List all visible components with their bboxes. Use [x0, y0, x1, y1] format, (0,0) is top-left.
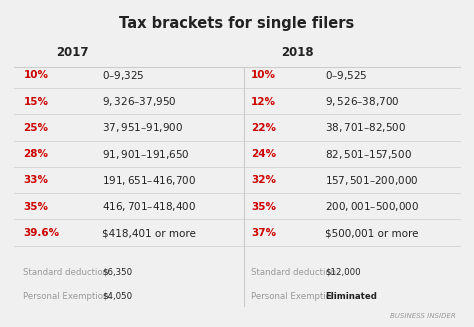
Text: Standard deduction:: Standard deduction: [23, 268, 111, 277]
Text: Eliminated: Eliminated [325, 292, 377, 301]
Text: 39.6%: 39.6% [23, 228, 59, 238]
Text: 2017: 2017 [56, 46, 88, 60]
Text: $12,000: $12,000 [325, 268, 361, 277]
Text: 15%: 15% [23, 97, 48, 107]
Text: $157,501–$200,000: $157,501–$200,000 [325, 174, 419, 187]
Text: $418,401 or more: $418,401 or more [102, 228, 196, 238]
Text: Personal Exemption:: Personal Exemption: [251, 292, 339, 301]
Text: $500,001 or more: $500,001 or more [325, 228, 419, 238]
Text: 25%: 25% [23, 123, 48, 133]
Text: 35%: 35% [251, 202, 276, 212]
Text: 10%: 10% [251, 70, 276, 80]
Text: BUSINESS INSIDER: BUSINESS INSIDER [390, 313, 456, 319]
Text: $9,526–$38,700: $9,526–$38,700 [325, 95, 400, 108]
Text: $37,951–$91,900: $37,951–$91,900 [102, 121, 183, 134]
Text: 2018: 2018 [281, 46, 314, 60]
Text: 33%: 33% [23, 176, 48, 185]
Text: $82,501–$157,500: $82,501–$157,500 [325, 148, 412, 161]
Text: $38,701–$82,500: $38,701–$82,500 [325, 121, 406, 134]
Text: 28%: 28% [23, 149, 48, 159]
Text: $0–$9,525: $0–$9,525 [325, 69, 368, 82]
Text: 35%: 35% [23, 202, 48, 212]
Text: 32%: 32% [251, 176, 276, 185]
Text: Tax brackets for single filers: Tax brackets for single filers [119, 16, 355, 31]
Text: 12%: 12% [251, 97, 276, 107]
Text: $0–$9,325: $0–$9,325 [102, 69, 145, 82]
Text: 22%: 22% [251, 123, 276, 133]
Text: 24%: 24% [251, 149, 276, 159]
Text: Personal Exemption:: Personal Exemption: [23, 292, 112, 301]
Text: 10%: 10% [23, 70, 48, 80]
Text: $6,350: $6,350 [102, 268, 132, 277]
Text: $4,050: $4,050 [102, 292, 132, 301]
Text: $416,701–$418,400: $416,701–$418,400 [102, 200, 197, 213]
Text: $91,901–$191,650: $91,901–$191,650 [102, 148, 190, 161]
Text: 37%: 37% [251, 228, 276, 238]
Text: $9,326–$37,950: $9,326–$37,950 [102, 95, 177, 108]
Text: $191,651–$416,700: $191,651–$416,700 [102, 174, 197, 187]
Text: Standard deduction:: Standard deduction: [251, 268, 339, 277]
Text: $200,001–$500,000: $200,001–$500,000 [325, 200, 419, 213]
